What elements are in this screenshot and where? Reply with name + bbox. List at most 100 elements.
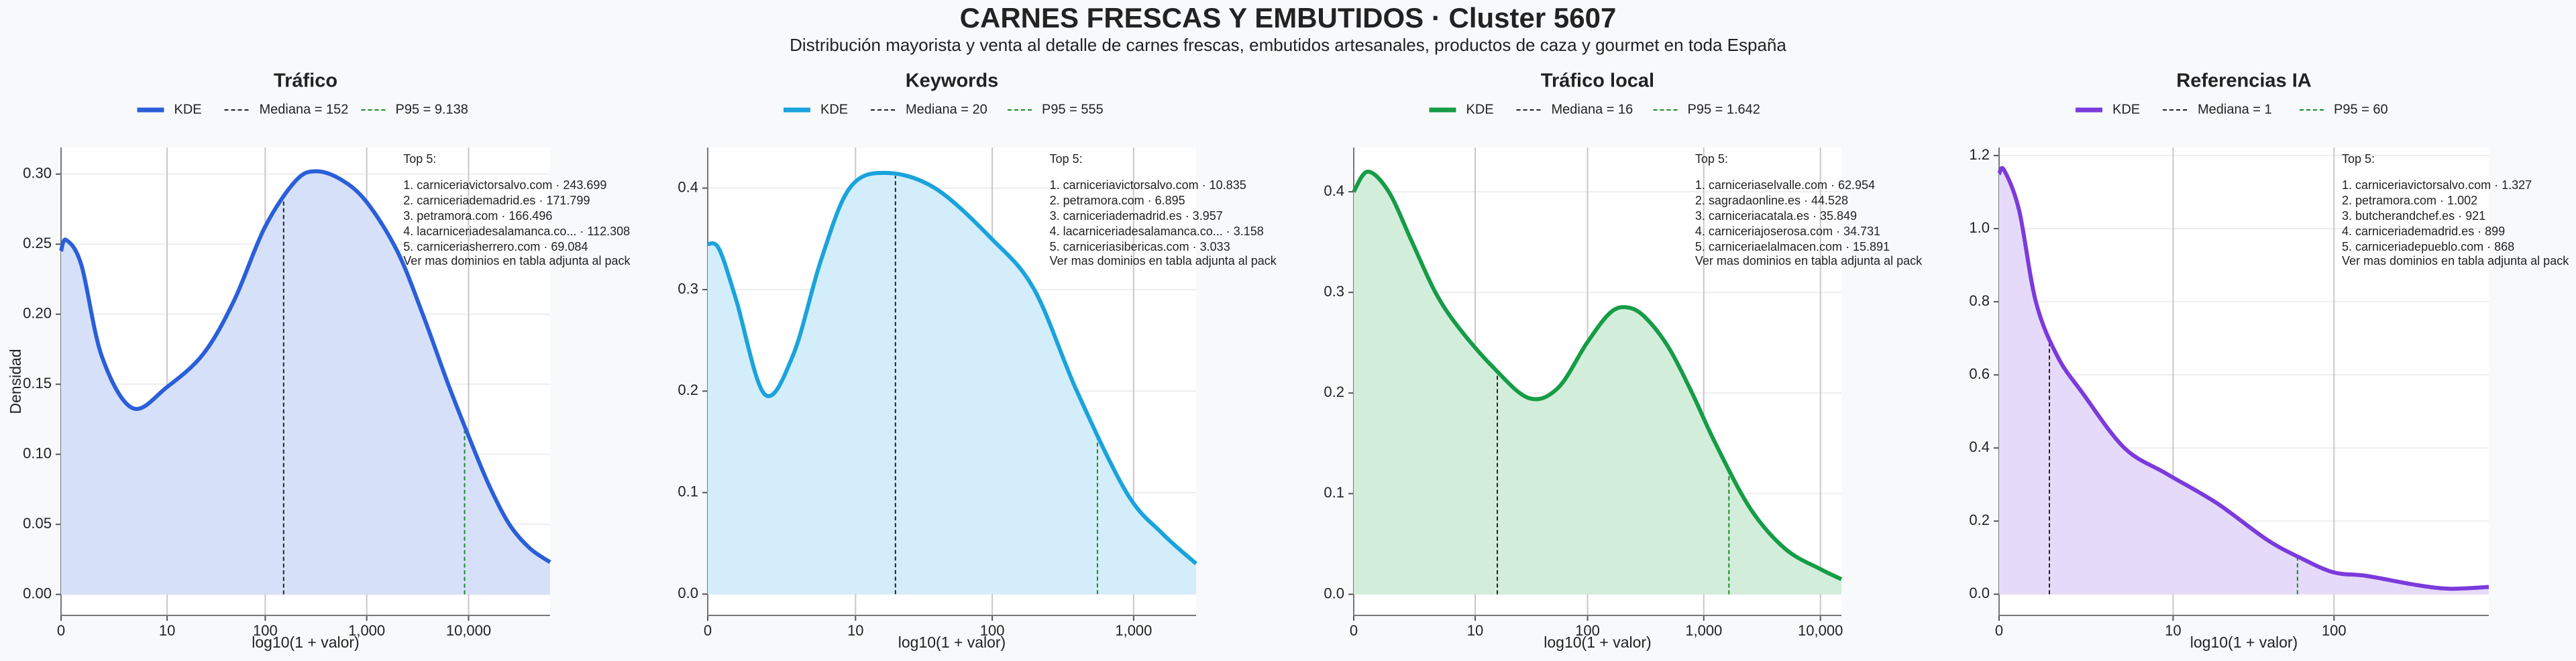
figure-subtitle: Distribución mayorista y venta al detall… — [790, 35, 1786, 55]
x-tick-label: 0 — [704, 622, 712, 639]
figure-title: CARNES FRESCAS Y EMBUTIDOS · Cluster 560… — [960, 2, 1617, 34]
annotation-item: 2. petramora.com · 1.002 — [2342, 194, 2477, 207]
annotation-item: 4. lacarniceriadesalamanca.co... · 112.3… — [403, 225, 630, 238]
kde-area — [1354, 172, 1841, 595]
y-tick-label: 0.1 — [1324, 484, 1344, 501]
y-tick-label: 0.2 — [1969, 512, 1990, 528]
annotation-title: Top 5: — [1695, 152, 1728, 166]
chart-title: Keywords — [906, 70, 999, 92]
annotation-item: 4. carniceriademadrid.es · 899 — [2342, 225, 2505, 238]
x-tick-label: 100 — [2322, 622, 2347, 639]
kde-area — [1999, 168, 2489, 595]
legend-label: Mediana = 152 — [260, 102, 349, 117]
x-tick-label: 1,000 — [1685, 622, 1722, 639]
legend-label: Mediana = 1 — [2198, 102, 2272, 117]
legend-label: Mediana = 16 — [1552, 102, 1633, 117]
annotation-note: Ver mas dominios en tabla adjunta al pac… — [403, 254, 631, 267]
y-tick-label: 0.0 — [1969, 585, 1990, 601]
x-tick-label: 1,000 — [348, 622, 385, 639]
x-tick-label: 10,000 — [1798, 622, 1843, 639]
y-tick-label: 0.3 — [678, 280, 698, 297]
x-tick-label: 10 — [1467, 622, 1483, 639]
legend-label: KDE — [1466, 102, 1494, 117]
x-tick-label: 1,000 — [1115, 622, 1152, 639]
y-tick-label: 0.05 — [23, 515, 52, 532]
annotation-title: Top 5: — [403, 152, 436, 166]
x-tick-label: 100 — [980, 622, 1005, 639]
annotation-item: 3. petramora.com · 166.496 — [403, 209, 552, 223]
annotation-item: 4. carniceriajoserosa.com · 34.731 — [1695, 225, 1880, 238]
y-tick-label: 0.1 — [678, 483, 698, 500]
kde-line — [1997, 166, 2489, 591]
kde-line — [1352, 170, 1843, 581]
y-tick-label: 0.3 — [1324, 283, 1344, 300]
annotation-item: 4. lacarniceriadesalamanca.co... · 3.158 — [1050, 225, 1264, 238]
y-tick-label: 0.4 — [1969, 438, 1990, 455]
annotation-item: 3. butcherandchef.es · 921 — [2342, 209, 2485, 223]
kde-line — [59, 169, 551, 564]
y-tick-label: 0.15 — [23, 375, 52, 392]
annotation-item: 1. carniceriavictorsalvo.com · 1.327 — [2342, 178, 2532, 192]
x-tick-label: 10 — [847, 622, 863, 639]
x-axis-label: log10(1 + valor) — [898, 634, 1006, 651]
legend-label: KDE — [2112, 102, 2140, 117]
x-tick-label: 0 — [1995, 622, 2003, 639]
legend-label: P95 = 9.138 — [396, 102, 468, 117]
x-axis-label: log10(1 + valor) — [252, 634, 359, 651]
kde-area — [708, 172, 1196, 595]
annotation-note: Ver mas dominios en tabla adjunta al pac… — [1695, 254, 1923, 267]
annotation-note: Ver mas dominios en tabla adjunta al pac… — [1050, 254, 1277, 267]
x-tick-label: 10,000 — [446, 622, 491, 639]
annotation-item: 1. carniceriaselvalle.com · 62.954 — [1695, 178, 1875, 192]
annotation-item: 2. petramora.com · 6.895 — [1050, 194, 1185, 207]
annotation-note: Ver mas dominios en tabla adjunta al pac… — [2342, 254, 2569, 267]
y-tick-label: 0.8 — [1969, 292, 1990, 309]
chart-title: Tráfico — [274, 70, 337, 92]
y-tick-label: 1.0 — [1969, 219, 1990, 236]
annotation-item: 5. carniceriasherrero.com · 69.084 — [403, 240, 588, 253]
legend-label: P95 = 1.642 — [1688, 102, 1760, 117]
y-axis-label: Densidad — [7, 349, 24, 414]
kde-line — [706, 170, 1197, 566]
x-tick-label: 10 — [2165, 622, 2181, 639]
y-tick-label: 0.2 — [678, 381, 698, 398]
x-tick-label: 0 — [57, 622, 65, 639]
y-tick-label: 0.25 — [23, 235, 52, 251]
y-tick-label: 1.2 — [1969, 146, 1990, 163]
annotation-item: 2. sagradaonline.es · 44.528 — [1695, 194, 1848, 207]
y-tick-label: 0.0 — [678, 585, 698, 601]
kde-area — [61, 171, 550, 595]
x-tick-label: 0 — [1350, 622, 1358, 639]
annotation-title: Top 5: — [1050, 152, 1083, 166]
y-tick-label: 0.4 — [678, 178, 698, 195]
annotation-item: 5. carniceriadepueblo.com · 868 — [2342, 240, 2514, 253]
annotation-item: 5. carniceriasibericas.com · 3.033 — [1050, 240, 1230, 253]
annotation-item: 3. carniceriademadrid.es · 3.957 — [1050, 209, 1223, 223]
y-tick-label: 0.2 — [1324, 383, 1344, 400]
annotation-item: 1. carniceriavictorsalvo.com · 10.835 — [1050, 178, 1246, 192]
annotation-title: Top 5: — [2342, 152, 2375, 166]
annotation-item: 5. carniceriaelalmacen.com · 15.891 — [1695, 240, 1890, 253]
y-tick-label: 0.20 — [23, 305, 52, 322]
legend-label: KDE — [820, 102, 848, 117]
annotation-item: 2. carniceriademadrid.es · 171.799 — [403, 194, 590, 207]
legend-label: P95 = 555 — [1042, 102, 1104, 117]
y-tick-label: 0.4 — [1324, 182, 1344, 199]
chart-title: Tráfico local — [1541, 70, 1654, 92]
x-axis-label: log10(1 + valor) — [2190, 634, 2298, 651]
y-tick-label: 0.10 — [23, 444, 52, 461]
annotation-item: 1. carniceriavictorsalvo.com · 243.699 — [403, 178, 606, 192]
y-tick-label: 0.30 — [23, 165, 52, 182]
legend-label: Mediana = 20 — [906, 102, 987, 117]
y-tick-label: 0.00 — [23, 585, 52, 601]
x-tick-label: 100 — [1575, 622, 1600, 639]
legend-label: KDE — [174, 102, 202, 117]
annotation-item: 3. carniceriacatala.es · 35.849 — [1695, 209, 1857, 223]
legend-label: P95 = 60 — [2334, 102, 2388, 117]
x-axis-label: log10(1 + valor) — [1544, 634, 1651, 651]
x-tick-label: 10 — [159, 622, 175, 639]
chart-title: Referencias IA — [2176, 70, 2312, 92]
y-tick-label: 0.0 — [1324, 585, 1344, 601]
